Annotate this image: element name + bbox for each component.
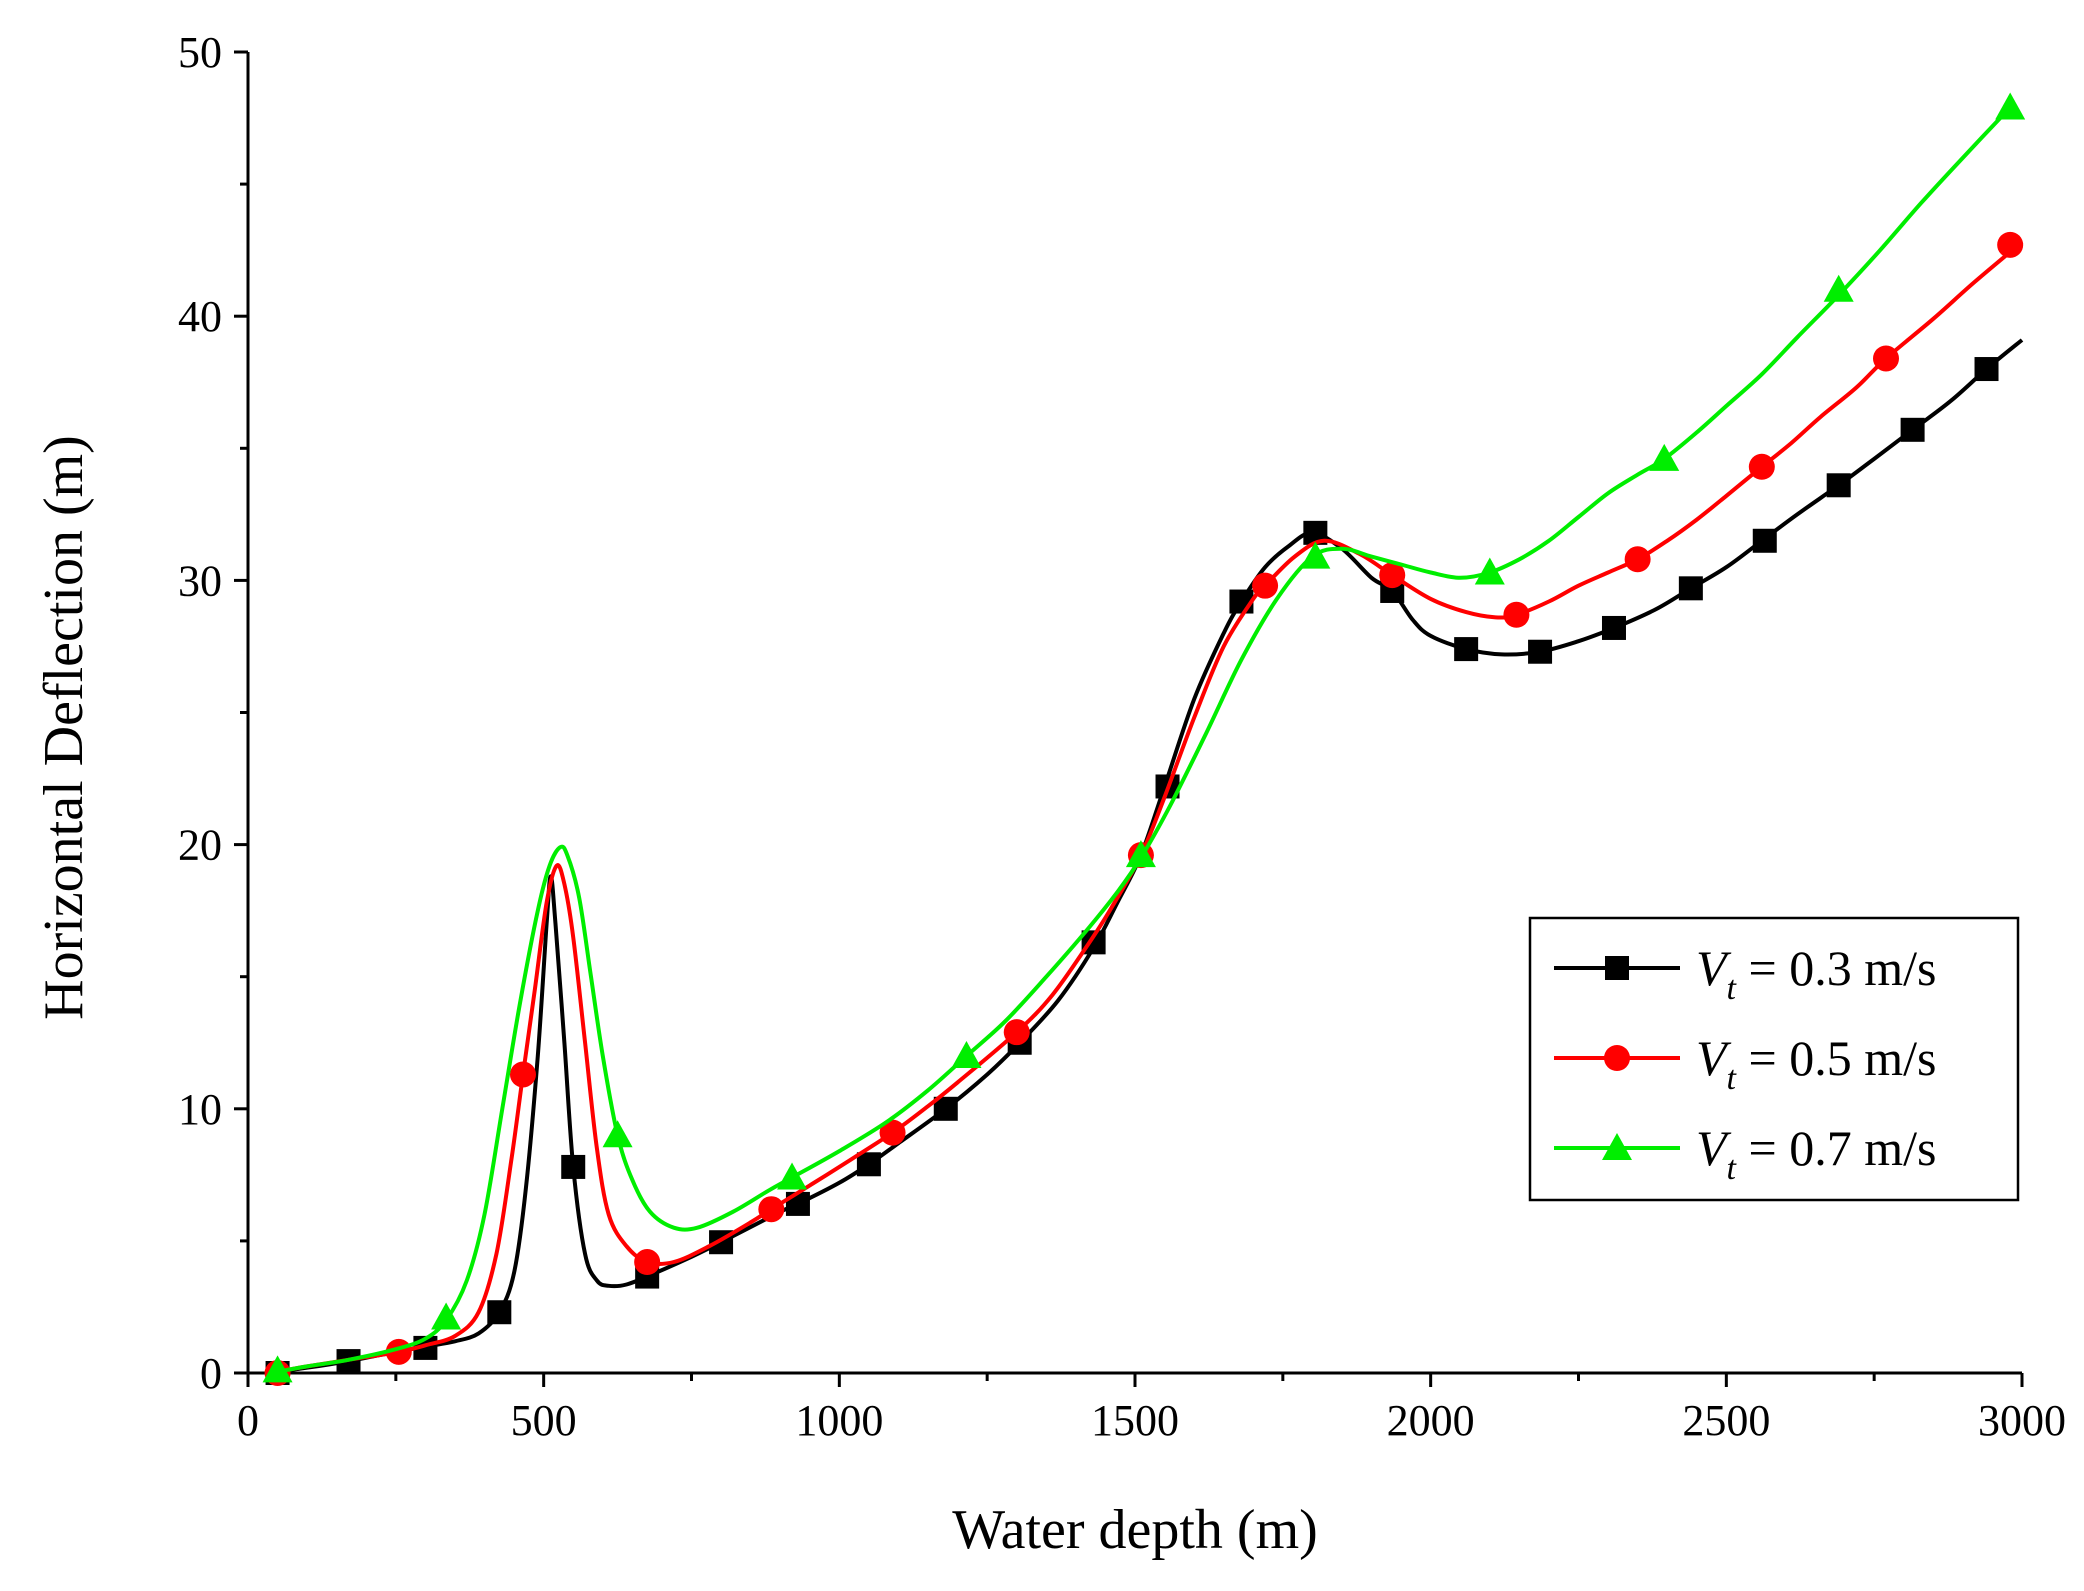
- data-point: [777, 1162, 808, 1190]
- data-point: [487, 1300, 512, 1325]
- data-point: [879, 1119, 906, 1146]
- data-point: [1474, 557, 1505, 585]
- data-point: [431, 1302, 462, 1330]
- x-tick-label: 1500: [1091, 1396, 1179, 1445]
- y-tick-label: 10: [178, 1085, 222, 1134]
- axes-layer: 0 500 1000 1500 2000 2500 3000 0 10 20 30 40 50: [178, 28, 2066, 1445]
- data-point: [1528, 639, 1553, 664]
- data-point: [785, 1191, 810, 1216]
- data-point: [1503, 601, 1530, 628]
- data-point: [1125, 840, 1156, 868]
- legend-layer: Vt = 0.3 m/sVt = 0.5 m/sVt = 0.7 m/s: [1528, 916, 2020, 1202]
- data-point: [951, 1040, 982, 1068]
- y-axis-title: Horizontal Deflection (m): [33, 435, 95, 1020]
- data-point: [1872, 345, 1899, 372]
- legend-variable: V: [1696, 1030, 1732, 1086]
- series-line: [277, 106, 2012, 1374]
- data-point: [1995, 92, 2026, 120]
- data-point: [1678, 576, 1703, 601]
- legend-value: = 0.5 m/s: [1736, 1030, 1936, 1086]
- series-triangle: [262, 92, 2026, 1383]
- legend-label: Vt = 0.7 m/s: [1696, 1120, 1936, 1187]
- data-point: [1974, 357, 1999, 382]
- x-tick-label: 2500: [1682, 1396, 1770, 1445]
- data-point: [634, 1249, 661, 1276]
- data-point: [262, 1355, 293, 1383]
- data-point: [1601, 615, 1626, 640]
- legend-subscript: t: [1727, 970, 1738, 1007]
- legend-marker: [1605, 956, 1629, 980]
- data-point: [509, 1061, 536, 1088]
- data-point: [1752, 528, 1777, 553]
- legend-marker: [1602, 1133, 1632, 1160]
- x-tick-label: 3000: [1978, 1396, 2066, 1445]
- data-point: [1252, 572, 1279, 599]
- x-axis-title: Water depth (m): [952, 1499, 1318, 1561]
- y-tick-label: 0: [200, 1349, 222, 1398]
- data-point: [1823, 274, 1854, 302]
- y-tick-label: 50: [178, 28, 222, 77]
- data-point: [1300, 541, 1331, 569]
- legend-subscript: t: [1727, 1060, 1738, 1097]
- y-tick-label: 40: [178, 292, 222, 341]
- series-circle: [264, 231, 2024, 1386]
- data-point: [1649, 443, 1680, 471]
- legend-label: Vt = 0.5 m/s: [1696, 1030, 1936, 1097]
- series-layer: [262, 92, 2026, 1386]
- data-point: [602, 1120, 633, 1148]
- data-point: [1379, 562, 1406, 589]
- legend-subscript: t: [1727, 1150, 1738, 1187]
- data-point: [561, 1154, 586, 1179]
- legend-value: = 0.7 m/s: [1736, 1120, 1936, 1176]
- y-tick-label: 30: [178, 556, 222, 605]
- legend-value: = 0.3 m/s: [1736, 940, 1936, 996]
- legend-label: Vt = 0.3 m/s: [1696, 940, 1936, 1007]
- data-point: [1748, 453, 1775, 480]
- legend-marker: [1604, 1045, 1630, 1071]
- x-tick-label: 500: [511, 1396, 577, 1445]
- series-line: [277, 240, 2024, 1374]
- data-point: [1997, 231, 2024, 258]
- data-point: [758, 1196, 785, 1223]
- data-point: [1900, 417, 1925, 442]
- data-point: [1826, 473, 1851, 498]
- y-tick-label: 20: [178, 821, 222, 870]
- data-point: [856, 1152, 881, 1177]
- data-point: [1003, 1019, 1030, 1046]
- x-tick-label: 2000: [1387, 1396, 1475, 1445]
- x-tick-label: 0: [237, 1396, 259, 1445]
- data-point: [1624, 546, 1651, 573]
- legend-variable: V: [1696, 940, 1732, 996]
- data-point: [1454, 637, 1479, 662]
- x-tick-label: 1000: [795, 1396, 883, 1445]
- legend-variable: V: [1696, 1120, 1732, 1176]
